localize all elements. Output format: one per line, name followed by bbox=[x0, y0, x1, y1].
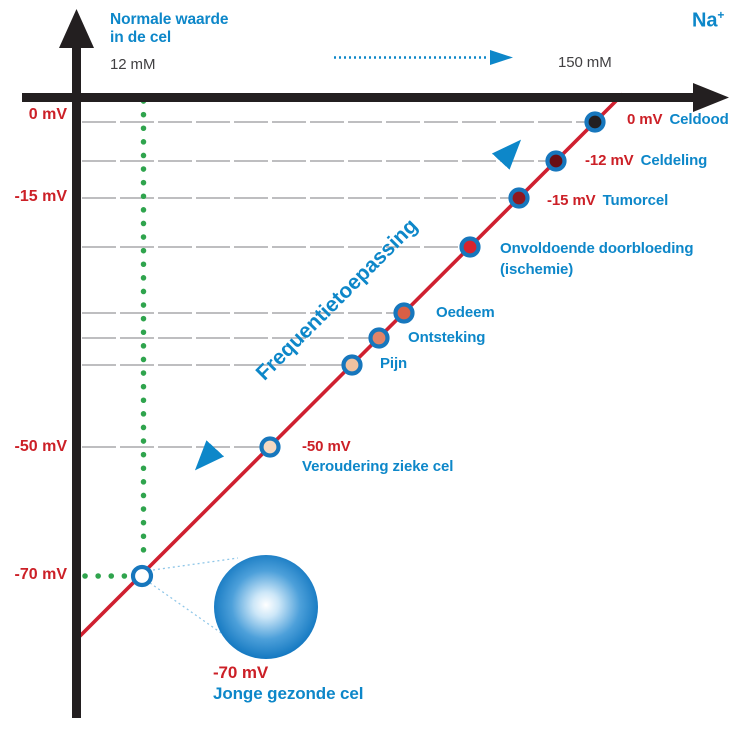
point-pijn bbox=[341, 354, 363, 376]
concentration-arrowhead-icon bbox=[490, 50, 513, 65]
data-points bbox=[130, 111, 606, 588]
point-ontsteking bbox=[368, 327, 390, 349]
y-label-0mv: 0 mV bbox=[28, 106, 67, 123]
point-oedeem bbox=[393, 302, 415, 324]
point-jonge-cel bbox=[130, 564, 154, 588]
point-label-oedeem: Oedeem bbox=[436, 304, 495, 321]
point-label-pijn: Pijn bbox=[380, 355, 408, 372]
point-veroudering bbox=[259, 436, 281, 458]
point-label-veroudering: -50 mV Veroudering zieke cel bbox=[302, 438, 454, 475]
gridlines bbox=[82, 121, 595, 448]
point-label-celdood: 0 mV Celdood bbox=[627, 111, 729, 128]
outer-concentration-label: 150 mM bbox=[558, 54, 612, 71]
zoom-tangent-line-bottom bbox=[149, 582, 235, 643]
point-celdeling bbox=[545, 150, 567, 172]
normal-value-title: Normale waarde in de cel bbox=[110, 11, 229, 46]
cell-sphere bbox=[214, 555, 318, 659]
x-axis bbox=[22, 93, 695, 102]
down-left-arrow-icon bbox=[194, 440, 225, 471]
zoom-tangent-line-top bbox=[152, 557, 239, 571]
y-label-50mv: -50 mV bbox=[14, 438, 67, 455]
y-axis bbox=[72, 44, 81, 718]
y-axis-arrowhead-icon bbox=[59, 9, 94, 48]
point-ischemie bbox=[459, 236, 481, 258]
sodium-ion-label: Na+ bbox=[692, 8, 725, 32]
point-label-tumorcel: -15 mV Tumorcel bbox=[547, 192, 669, 209]
up-right-arrow-icon bbox=[491, 139, 522, 170]
point-label-ischemie: Onvoldoende doorbloeding (ischemie) bbox=[500, 240, 694, 278]
x-axis-arrowhead-icon bbox=[693, 83, 729, 112]
y-label-70mv: -70 mV bbox=[14, 566, 67, 583]
point-label-celdeling: -12 mV Celdeling bbox=[585, 152, 708, 169]
inner-concentration-label: 12 mM bbox=[110, 56, 156, 73]
point-label-jonge-cel: -70 mV Jonge gezonde cel bbox=[213, 663, 364, 703]
point-celdood bbox=[584, 111, 606, 133]
point-label-ontsteking: Ontsteking bbox=[408, 329, 486, 346]
point-tumorcel bbox=[508, 187, 530, 209]
y-label-15mv: -15 mV bbox=[14, 188, 67, 205]
